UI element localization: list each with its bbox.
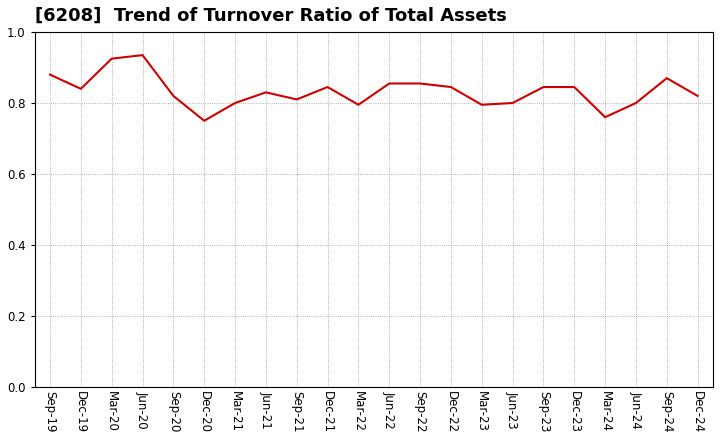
- Text: [6208]  Trend of Turnover Ratio of Total Assets: [6208] Trend of Turnover Ratio of Total …: [35, 7, 506, 25]
